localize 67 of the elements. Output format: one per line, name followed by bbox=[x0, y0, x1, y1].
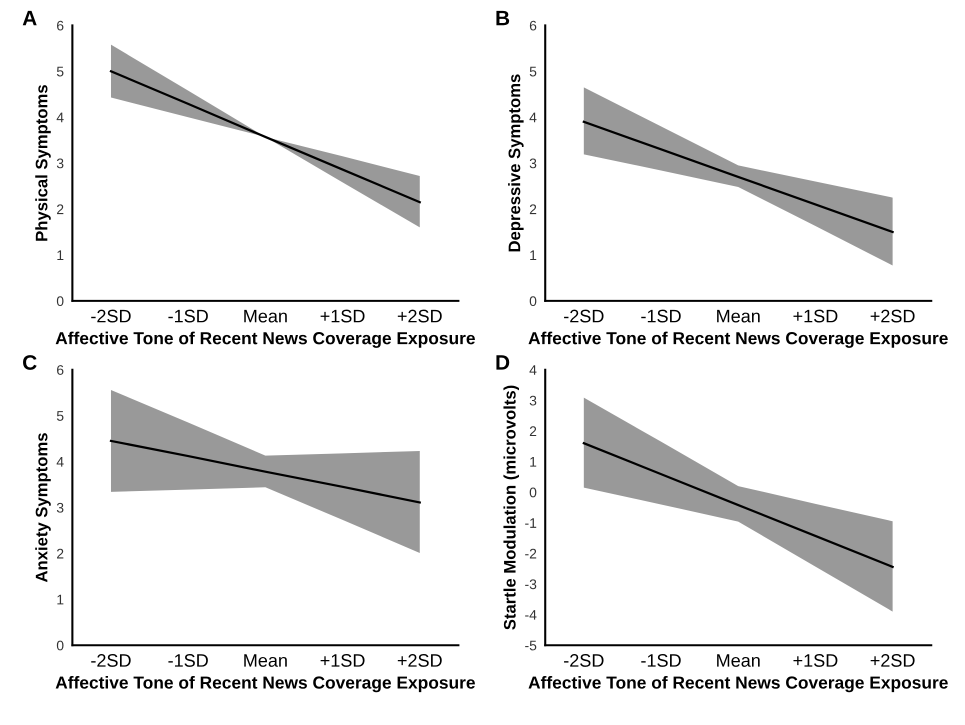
x-tick-label: Mean bbox=[244, 654, 287, 667]
x-tick-label: -1SD bbox=[168, 654, 208, 667]
y-tick-label: 5 bbox=[56, 411, 64, 421]
y-tick-label: -1 bbox=[525, 518, 536, 528]
y-axis-title: Depressive Symptoms bbox=[508, 74, 524, 252]
y-axis-title: Startle Modulation (microvolts) bbox=[503, 386, 519, 630]
line-series bbox=[110, 440, 421, 504]
y-tick-label: 1 bbox=[530, 457, 536, 467]
chart-title: C bbox=[23, 355, 37, 370]
x-tick-label: +1SD bbox=[793, 310, 838, 322]
x-tick-label: +1SD bbox=[320, 310, 365, 322]
y-tick-label: 4 bbox=[56, 457, 64, 467]
y-tick-label: 1 bbox=[530, 250, 536, 260]
y-tick-label: -4 bbox=[525, 610, 536, 620]
y-tick-label: -2 bbox=[525, 548, 536, 558]
x-tick-label: -2SD bbox=[564, 310, 604, 322]
y-tick-label: 0 bbox=[530, 296, 536, 306]
y-tick-label: 6 bbox=[57, 365, 64, 375]
x-tick-label: +2SD bbox=[398, 310, 442, 322]
x-axis-title: Affective Tone of Recent News Coverage Exposure bbox=[528, 676, 948, 692]
y-tick-label: 5 bbox=[530, 66, 536, 76]
x-tick-label: +2SD bbox=[870, 654, 915, 667]
y-tick-label: 3 bbox=[530, 396, 536, 406]
line-series bbox=[110, 70, 421, 204]
x-tick-label: -2SD bbox=[91, 310, 131, 322]
x-tick-label: +2SD bbox=[398, 654, 442, 667]
y-tick-label: 0 bbox=[530, 488, 536, 498]
line-series bbox=[582, 120, 894, 234]
y-tick-label: 5 bbox=[56, 66, 64, 76]
x-axis-title: Affective Tone of Recent News Coverage Exposure bbox=[56, 676, 475, 692]
y-tick-label: 4 bbox=[529, 365, 536, 375]
y-tick-label: -3 bbox=[525, 579, 536, 590]
x-tick-label: -1SD bbox=[168, 310, 208, 322]
y-tick-label: 4 bbox=[56, 112, 64, 122]
x-tick-label: -2SD bbox=[91, 654, 131, 667]
chart-title: A bbox=[22, 10, 37, 26]
y-tick-label: 2 bbox=[530, 426, 536, 436]
y-tick-label: 3 bbox=[56, 158, 64, 168]
x-tick-label: +1SD bbox=[793, 654, 838, 667]
y-tick-label: 0 bbox=[56, 296, 64, 306]
chart-title: B bbox=[496, 10, 510, 26]
chart-title: D bbox=[496, 355, 510, 370]
x-tick-label: Mean bbox=[717, 654, 760, 667]
y-axis-title: Physical Symptoms bbox=[35, 85, 51, 241]
y-tick-label: 0 bbox=[56, 640, 64, 650]
y-tick-label: 6 bbox=[57, 20, 64, 31]
x-tick-label: Mean bbox=[717, 310, 760, 322]
y-tick-label: 1 bbox=[57, 594, 64, 604]
x-tick-label: +1SD bbox=[320, 654, 365, 667]
y-tick-label: -5 bbox=[525, 640, 536, 650]
x-tick-label: -1SD bbox=[641, 654, 681, 667]
y-tick-label: 6 bbox=[530, 20, 536, 31]
y-axis-title: Anxiety Symptoms bbox=[35, 433, 51, 582]
x-tick-label: -2SD bbox=[564, 654, 604, 667]
x-axis-title: Affective Tone of Recent News Coverage Exposure bbox=[528, 332, 948, 348]
line-series bbox=[582, 442, 894, 568]
y-tick-label: 2 bbox=[57, 548, 64, 558]
x-axis-title: Affective Tone of Recent News Coverage Exposure bbox=[56, 332, 475, 348]
y-tick-label: 3 bbox=[530, 158, 536, 168]
y-tick-label: 1 bbox=[57, 250, 64, 260]
y-tick-label: 4 bbox=[529, 112, 536, 122]
y-tick-label: 2 bbox=[530, 204, 536, 214]
x-tick-label: -1SD bbox=[641, 310, 681, 322]
y-tick-label: 3 bbox=[56, 502, 64, 513]
x-tick-label: Mean bbox=[244, 310, 287, 322]
x-tick-label: +2SD bbox=[870, 310, 915, 322]
y-tick-label: 2 bbox=[57, 204, 64, 214]
